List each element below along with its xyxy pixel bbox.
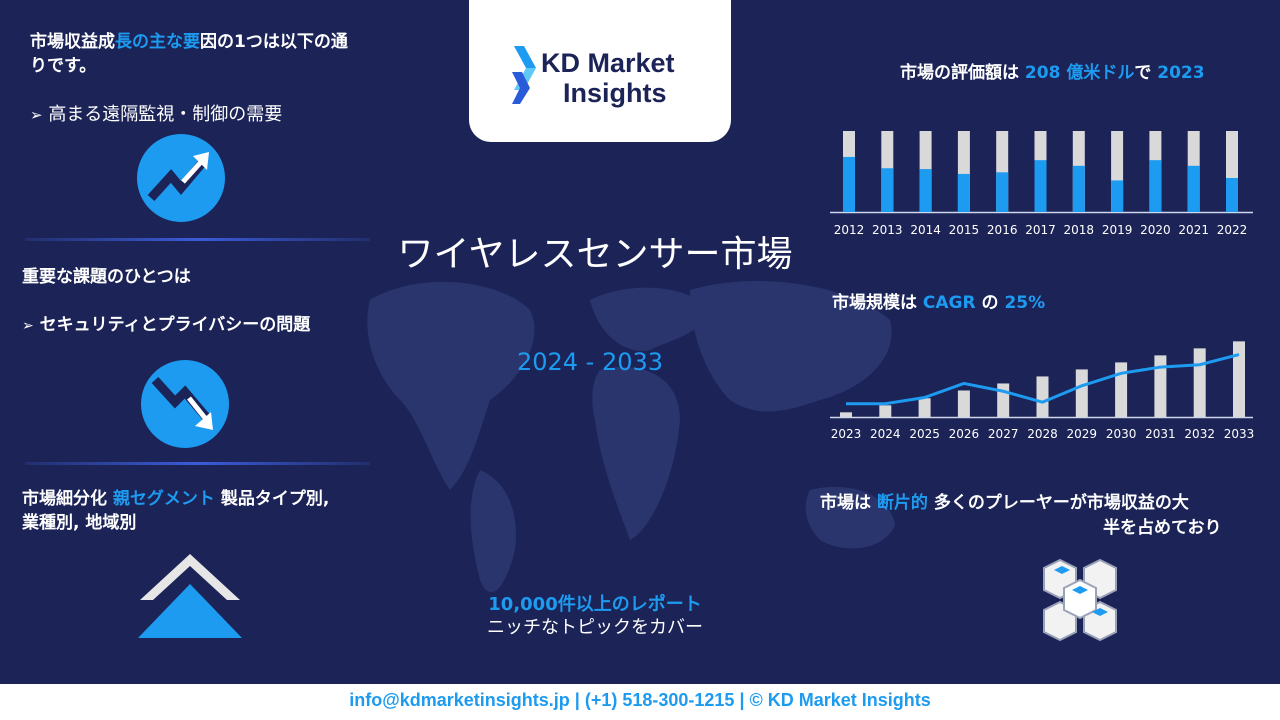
chart1-bar-value <box>996 172 1009 212</box>
chart1-tick-label: 2013 <box>872 223 903 237</box>
revenue-driver-heading: 市場収益成長の主な要因の1つは以下の通りです。 <box>30 30 430 78</box>
challenge-bullet: ➢ セキュリティとプライバシーの問題 <box>22 310 310 335</box>
left-divider-2 <box>25 462 370 465</box>
challenge-circle <box>141 360 229 448</box>
segment-highlight: 親セグメント <box>112 489 215 509</box>
chart1-bar-value <box>919 169 932 212</box>
chart2-tick-label: 2026 <box>949 427 980 441</box>
valuation-value: 208 億米ドル <box>1024 63 1135 83</box>
revenue-heading-highlight: 長の主な要 <box>115 32 200 52</box>
trend-down-icon <box>151 376 213 430</box>
chart2-bar <box>1193 348 1206 417</box>
chart2-tick-label: 2031 <box>1145 427 1176 441</box>
chart2-bar <box>840 412 852 417</box>
chart1-tick-label: 2012 <box>834 223 865 237</box>
chart2-tick-label: 2023 <box>831 427 862 441</box>
chart2-bar <box>1233 341 1245 417</box>
chart1-bar-value <box>1072 165 1085 212</box>
world-map-background <box>367 281 895 593</box>
frag-text-1: 市場は <box>820 493 871 513</box>
chart2-tick-label: 2029 <box>1067 427 1098 441</box>
chart2-bar <box>1075 369 1088 417</box>
valuation-text-2: で <box>1134 63 1152 83</box>
chart1-bar-value <box>957 173 970 212</box>
cagr-label: CAGR <box>922 293 976 313</box>
frag-text-3: 半を占めており <box>1103 518 1222 538</box>
valuation-heading: 市場の評価額は 208 億米ドルで 2023 <box>900 58 1205 83</box>
report-topics: ニッチなトピックをカバー <box>487 617 703 638</box>
chart1-bar-value <box>1034 160 1047 212</box>
fragmentation-heading: 市場は 断片的 多くのプレーヤーが市場収益の大 半を占めており <box>820 491 1240 541</box>
logo-line-2: Insights <box>563 78 667 108</box>
trend-up-icon <box>147 152 209 202</box>
cagr-text-1: 市場規模は <box>832 293 917 313</box>
kd-logo-icon <box>512 46 536 104</box>
logo-line-1: KD Market <box>541 48 675 78</box>
chart1-tick-label: 2021 <box>1178 223 1209 237</box>
chart1-tick-label: 2022 <box>1217 223 1248 237</box>
chart2-bar <box>1036 376 1049 417</box>
historical-bar-chart: 2012 2013 2014 2015 2016 2017 2018 2019 2020 2021… <box>830 131 1253 237</box>
segmentation-heading: 市場細分化 親セグメント 製品タイプ別, 業種別, 地域別 <box>22 487 402 535</box>
chart1-bar-value <box>1187 165 1200 212</box>
bullet-arrow-icon: ➢ <box>30 106 43 124</box>
chart1-tick-label: 2016 <box>987 223 1018 237</box>
challenge-heading: 重要な課題のひとつは <box>22 267 191 287</box>
footer-contact: info@kdmarketinsights.jp | (+1) 518-300-… <box>349 690 931 710</box>
chart1-tick-label: 2015 <box>949 223 980 237</box>
revenue-heading-text-3: りです。 <box>30 56 97 76</box>
fragmented-cubes-icon <box>1043 558 1117 642</box>
cagr-heading: 市場規模は CAGR の 25% <box>832 288 1045 313</box>
logo-wordmark: KD Market Insights <box>541 48 675 108</box>
growth-circle <box>137 134 225 222</box>
valuation-text-1: 市場の評価額は <box>900 63 1019 83</box>
chart2-bar <box>1115 362 1128 417</box>
chart1-bar-value <box>881 168 894 212</box>
challenge-text: セキュリティとプライバシーの問題 <box>39 315 311 335</box>
chart1-tick-label: 2014 <box>910 223 941 237</box>
page-title: ワイヤレスセンサー市場 <box>397 234 793 275</box>
revenue-driver-text: 高まる遠隔監視・制御の需要 <box>48 104 283 125</box>
chart2-tick-label: 2028 <box>1027 427 1058 441</box>
revenue-heading-text-2: 因の1つは以下の通 <box>200 32 348 52</box>
chart2-tick-label: 2027 <box>988 427 1019 441</box>
chart2-tick-label: 2033 <box>1224 427 1255 441</box>
forecast-bar-line-chart: 2023 2024 2025 2026 2027 2028 2029 2030 2031 2032… <box>830 341 1255 441</box>
chart1-tick-label: 2017 <box>1025 223 1056 237</box>
chart2-trend-line <box>846 353 1240 406</box>
frag-text-2: 多くのプレーヤーが市場収益の大 <box>933 493 1189 513</box>
chart2-bar <box>997 383 1010 417</box>
frag-highlight: 断片的 <box>876 493 928 513</box>
cagr-text-2: の <box>981 293 999 313</box>
chart2-tick-label: 2030 <box>1106 427 1137 441</box>
chart1-bar-value <box>1149 160 1162 212</box>
chart2-bar <box>918 398 931 417</box>
left-divider-1 <box>25 238 370 241</box>
chart1-tick-label: 2019 <box>1102 223 1133 237</box>
chart2-bar <box>957 390 970 417</box>
report-count: 10,000件以上のレポート <box>488 594 702 615</box>
segment-chevron-icon <box>138 554 242 638</box>
segment-text-3: 業種別, 地域別 <box>22 513 137 533</box>
logo-card <box>469 0 731 142</box>
forecast-years: 2024 - 2033 <box>516 348 664 376</box>
footer-bar <box>0 684 1280 720</box>
chart2-bar <box>1154 355 1167 417</box>
chart1-tick-label: 2020 <box>1140 223 1171 237</box>
bullet-arrow-icon: ➢ <box>22 318 34 334</box>
chart2-bar <box>879 405 892 417</box>
segment-text-1: 市場細分化 <box>22 489 107 509</box>
chart2-tick-label: 2024 <box>870 427 901 441</box>
valuation-year: 2023 <box>1157 63 1205 83</box>
chart1-bar-value <box>1111 180 1124 212</box>
chart1-tick-label: 2018 <box>1064 223 1095 237</box>
chart2-tick-label: 2025 <box>909 427 940 441</box>
chart1-bar-value <box>1226 177 1238 212</box>
cagr-value: 25% <box>1004 293 1046 313</box>
chart2-tick-label: 2032 <box>1184 427 1215 441</box>
revenue-driver-bullet: ➢ 高まる遠隔監視・制御の需要 <box>30 100 282 126</box>
revenue-heading-text-1: 市場収益成 <box>30 32 115 52</box>
chart1-bar-value <box>843 156 855 212</box>
segment-text-2: 製品タイプ別, <box>220 489 330 509</box>
